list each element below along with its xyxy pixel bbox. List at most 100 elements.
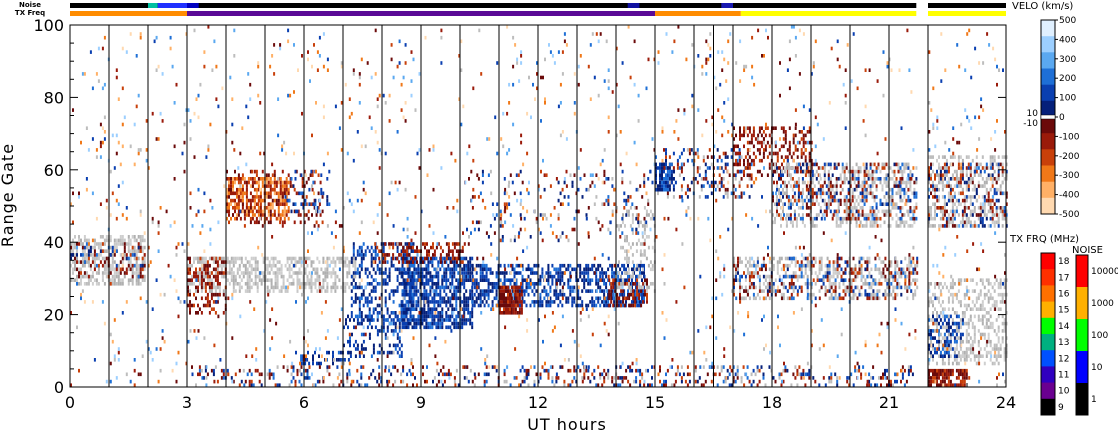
echo-cell xyxy=(268,278,271,282)
echo-cell xyxy=(398,253,401,257)
echo-cell xyxy=(143,263,146,268)
echo-cell xyxy=(639,271,641,275)
echo-cell xyxy=(616,224,618,228)
echo-cell xyxy=(453,307,456,311)
echo-cell xyxy=(481,173,484,177)
echo-cell xyxy=(641,195,644,199)
echo-cell xyxy=(386,325,389,330)
echo-cell xyxy=(505,202,508,206)
echo-cell xyxy=(206,292,209,297)
echo-cell xyxy=(336,256,339,261)
echo-cell xyxy=(635,267,637,272)
echo-cell xyxy=(547,300,550,304)
echo-cell xyxy=(512,285,515,290)
echo-cell xyxy=(782,137,785,141)
echo-cell xyxy=(730,191,733,196)
echo-cell xyxy=(827,206,830,210)
echo-cell xyxy=(587,278,590,282)
echo-cell xyxy=(257,220,260,225)
echo-cell xyxy=(501,285,503,290)
echo-cell xyxy=(776,166,778,170)
echo-cell xyxy=(453,242,456,246)
echo-cell xyxy=(599,274,602,279)
echo-cell xyxy=(841,166,844,170)
echo-cell xyxy=(392,245,395,250)
echo-cell xyxy=(424,256,426,261)
echo-cell xyxy=(748,177,751,181)
echo-cell xyxy=(634,303,637,308)
echo-cell xyxy=(780,256,783,261)
echo-cell xyxy=(702,184,705,188)
echo-cell xyxy=(563,263,566,268)
echo-cell xyxy=(272,256,275,261)
echo-cell xyxy=(429,274,432,279)
echo-cell xyxy=(271,198,274,203)
echo-cell xyxy=(913,206,916,210)
echo-cell xyxy=(764,278,767,282)
echo-cell xyxy=(835,162,838,167)
echo-cell xyxy=(208,289,211,293)
echo-cell xyxy=(441,325,444,330)
echo-cell xyxy=(113,260,116,264)
echo-cell xyxy=(427,263,430,268)
echo-cell xyxy=(238,274,241,279)
echo-cell xyxy=(634,296,637,301)
echo-cell xyxy=(636,285,639,290)
echo-cell xyxy=(139,267,142,272)
echo-cell xyxy=(247,206,250,210)
echo-cell xyxy=(633,206,636,210)
echo-cell xyxy=(232,271,235,275)
echo-cell xyxy=(861,209,864,214)
echo-cell xyxy=(305,213,308,217)
echo-cell xyxy=(881,187,884,192)
echo-cell xyxy=(76,260,78,264)
echo-cell xyxy=(364,253,367,257)
echo-cell xyxy=(135,271,138,275)
echo-cell xyxy=(810,148,813,152)
echo-cell xyxy=(839,184,842,188)
echo-cell xyxy=(74,235,76,239)
echo-cell xyxy=(513,238,516,243)
echo-cell xyxy=(722,184,725,188)
echo-cell xyxy=(396,343,399,348)
echo-cell xyxy=(222,292,225,297)
echo-cell xyxy=(495,285,498,290)
echo-cell xyxy=(290,209,293,214)
echo-cell xyxy=(686,158,689,163)
echo-cell xyxy=(655,173,657,177)
echo-cell xyxy=(277,206,280,210)
echo-cell xyxy=(308,256,311,261)
echo-cell xyxy=(509,173,512,177)
echo-cell xyxy=(279,198,282,203)
echo-cell xyxy=(627,263,629,268)
echo-cell xyxy=(870,267,873,272)
echo-cell xyxy=(352,300,355,304)
echo-cell xyxy=(401,303,404,308)
echo-cell xyxy=(382,329,385,333)
echo-cell xyxy=(768,166,771,170)
echo-cell xyxy=(403,278,406,282)
echo-cell xyxy=(400,311,403,315)
echo-cell xyxy=(627,209,630,214)
echo-cell xyxy=(878,267,881,272)
echo-cell xyxy=(417,263,420,268)
echo-cell xyxy=(895,206,898,210)
echo-cell xyxy=(335,358,338,362)
echo-cell xyxy=(804,282,807,286)
echo-cell xyxy=(814,256,817,261)
echo-cell xyxy=(591,278,594,282)
echo-cell xyxy=(376,318,379,322)
echo-cell xyxy=(639,249,642,253)
echo-cell xyxy=(243,191,246,196)
echo-cell xyxy=(803,198,806,203)
echo-cell xyxy=(780,126,783,130)
echo-cell xyxy=(241,184,244,188)
echo-cell xyxy=(481,300,484,304)
echo-cell xyxy=(89,245,92,250)
echo-cell xyxy=(631,289,633,293)
echo-cell xyxy=(343,325,345,330)
echo-cell xyxy=(893,180,896,185)
echo-cell xyxy=(453,260,456,264)
echo-cell xyxy=(643,271,645,275)
echo-cell xyxy=(346,256,349,261)
